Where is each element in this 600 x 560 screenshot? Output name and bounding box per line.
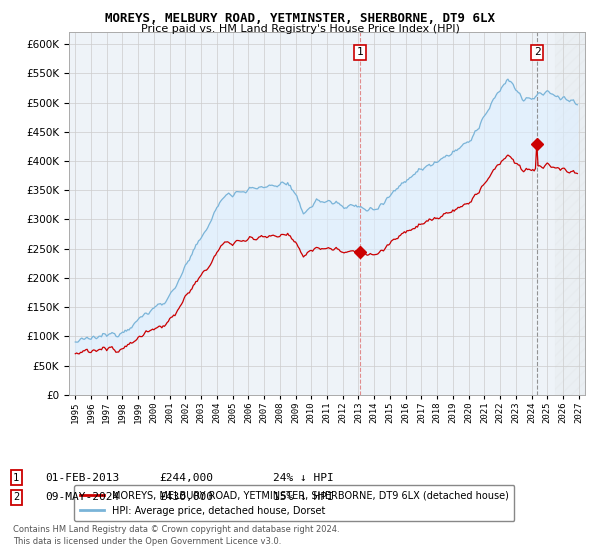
- Text: 1: 1: [356, 48, 363, 58]
- Text: 2: 2: [13, 492, 19, 502]
- Text: £244,000: £244,000: [159, 473, 213, 483]
- Text: 1: 1: [13, 473, 19, 483]
- Text: £430,000: £430,000: [159, 492, 213, 502]
- Text: 15% ↓ HPI: 15% ↓ HPI: [273, 492, 334, 502]
- Text: 01-FEB-2013: 01-FEB-2013: [45, 473, 119, 483]
- Text: Contains HM Land Registry data © Crown copyright and database right 2024.: Contains HM Land Registry data © Crown c…: [13, 525, 340, 534]
- Text: 2: 2: [534, 48, 541, 58]
- Legend: MOREYS, MELBURY ROAD, YETMINSTER, SHERBORNE, DT9 6LX (detached house), HPI: Aver: MOREYS, MELBURY ROAD, YETMINSTER, SHERBO…: [74, 485, 514, 521]
- Text: MOREYS, MELBURY ROAD, YETMINSTER, SHERBORNE, DT9 6LX: MOREYS, MELBURY ROAD, YETMINSTER, SHERBO…: [105, 12, 495, 25]
- Text: 09-MAY-2024: 09-MAY-2024: [45, 492, 119, 502]
- Text: Price paid vs. HM Land Registry's House Price Index (HPI): Price paid vs. HM Land Registry's House …: [140, 24, 460, 34]
- Bar: [555, 32, 585, 395]
- Text: 24% ↓ HPI: 24% ↓ HPI: [273, 473, 334, 483]
- Text: This data is licensed under the Open Government Licence v3.0.: This data is licensed under the Open Gov…: [13, 537, 281, 546]
